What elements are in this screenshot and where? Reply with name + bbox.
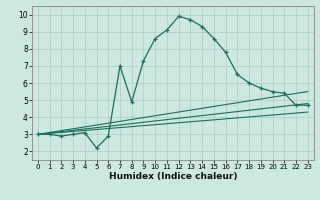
X-axis label: Humidex (Indice chaleur): Humidex (Indice chaleur) <box>108 172 237 181</box>
